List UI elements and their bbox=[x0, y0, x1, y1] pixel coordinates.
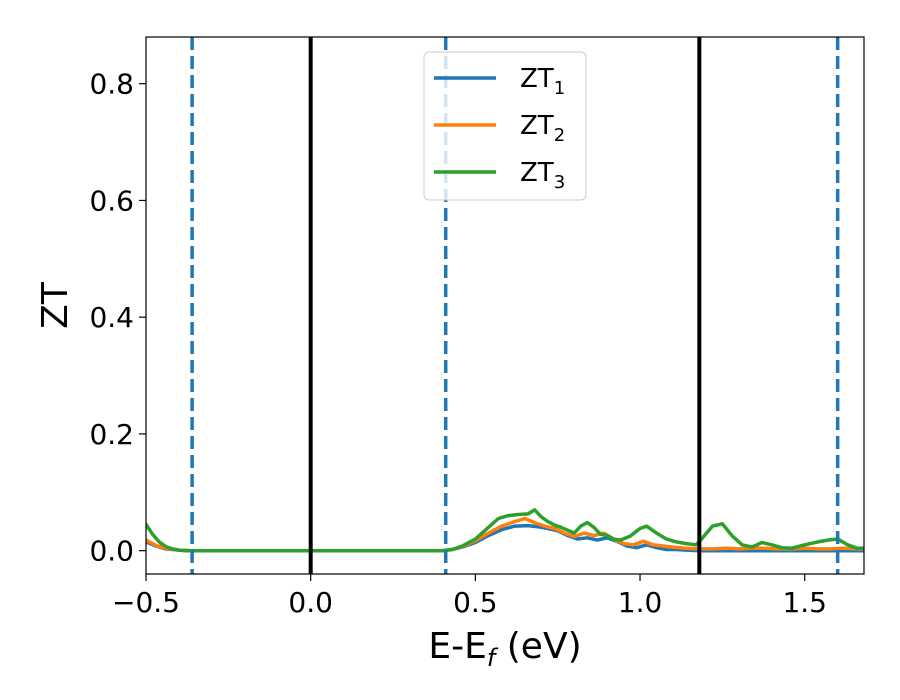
y-tick-label: 0.4 bbox=[89, 301, 134, 334]
legend-box bbox=[423, 51, 587, 201]
legend-label-zt2: ZT2 bbox=[520, 111, 565, 146]
x-tick-label: 0.0 bbox=[288, 586, 333, 619]
y-tick-label: 0.8 bbox=[89, 68, 134, 101]
x-tick-label: 1.5 bbox=[782, 586, 827, 619]
legend-label-zt3: ZT3 bbox=[520, 158, 565, 193]
y-tick-label: 0.0 bbox=[89, 535, 134, 568]
y-axis-label: ZT bbox=[35, 281, 76, 329]
legend-label-zt1: ZT1 bbox=[520, 64, 565, 99]
x-tick-label: 0.5 bbox=[453, 586, 498, 619]
x-tick-label: 1.0 bbox=[618, 586, 663, 619]
reference-lines bbox=[190, 37, 840, 574]
y-tick-label: 0.2 bbox=[89, 418, 134, 451]
series-line-zt3 bbox=[146, 508, 864, 553]
plot-frame bbox=[145, 36, 865, 575]
series-lines bbox=[146, 508, 864, 553]
legend: ZT1 ZT2 ZT3 bbox=[423, 51, 587, 201]
y-axis-ticks: 0.0 0.2 0.4 0.6 0.8 bbox=[89, 68, 146, 568]
x-axis-label-unit: (eV) bbox=[495, 626, 581, 667]
x-axis-label-main: E-E bbox=[428, 626, 486, 667]
y-tick-label: 0.6 bbox=[89, 184, 134, 217]
x-axis-label: E-Ef (eV) bbox=[428, 626, 581, 672]
x-tick-label: −0.5 bbox=[112, 586, 180, 619]
x-axis-ticks: −0.5 0.0 0.5 1.0 1.5 bbox=[112, 574, 827, 619]
